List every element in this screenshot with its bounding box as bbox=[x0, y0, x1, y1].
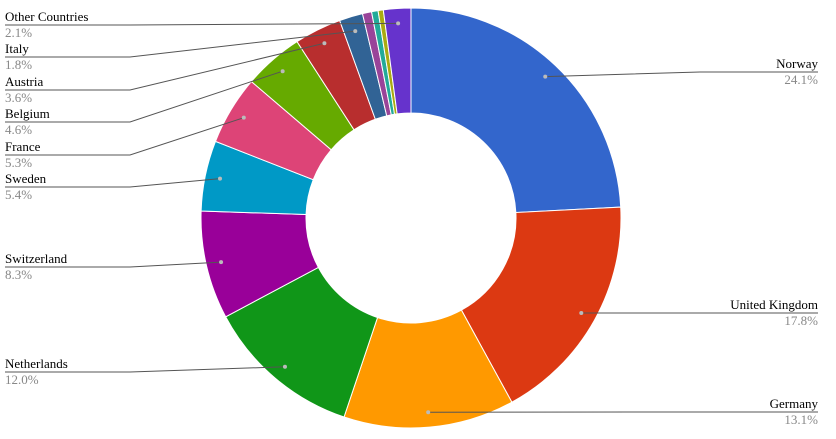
leader-line bbox=[5, 178, 221, 188]
leader-line bbox=[5, 42, 325, 91]
slice-value: 24.1% bbox=[784, 72, 818, 87]
slice-label: Norway bbox=[776, 56, 818, 71]
slice-value: 12.0% bbox=[5, 372, 39, 387]
slice-value: 4.6% bbox=[5, 122, 32, 137]
leader-dot bbox=[218, 176, 223, 181]
slice-value: 1.8% bbox=[5, 57, 32, 72]
slice-label: Austria bbox=[5, 74, 44, 89]
leader-dot bbox=[282, 364, 287, 369]
slice-value: 5.4% bbox=[5, 187, 32, 202]
slice bbox=[460, 206, 622, 403]
leader-dot bbox=[280, 69, 285, 74]
slice-label: Sweden bbox=[5, 171, 47, 186]
slice-value: 3.6% bbox=[5, 90, 32, 105]
slice-label: United Kingdom bbox=[730, 297, 818, 312]
slice-value: 2.1% bbox=[5, 25, 32, 40]
leader-line bbox=[5, 117, 244, 156]
slice-label: Netherlands bbox=[5, 356, 68, 371]
leader-dot bbox=[322, 41, 327, 46]
slice-label: France bbox=[5, 139, 41, 154]
slice-label: Other Countries bbox=[5, 9, 88, 24]
slice-label: Germany bbox=[770, 396, 819, 411]
leader-dot bbox=[396, 21, 401, 26]
leader-dot bbox=[241, 115, 246, 120]
slice-value: 13.1% bbox=[784, 412, 818, 427]
slice-value: 8.3% bbox=[5, 267, 32, 282]
leader-line bbox=[5, 30, 356, 58]
leader-line bbox=[5, 22, 399, 26]
slice-label: Italy bbox=[5, 41, 29, 56]
slice-value: 17.8% bbox=[784, 313, 818, 328]
slice-label: Switzerland bbox=[5, 251, 68, 266]
slice-value: 5.3% bbox=[5, 155, 32, 170]
leader-dot bbox=[426, 410, 431, 415]
leader-line bbox=[5, 261, 222, 268]
leader-line bbox=[545, 71, 818, 78]
leader-dot bbox=[543, 74, 548, 79]
leader-dot bbox=[219, 260, 224, 265]
leader-line bbox=[5, 70, 283, 123]
leader-dot bbox=[579, 311, 584, 316]
slice bbox=[382, 7, 412, 115]
leader-dot bbox=[353, 29, 358, 34]
slice-label: Belgium bbox=[5, 106, 50, 121]
slice bbox=[410, 7, 622, 214]
leader-line bbox=[5, 366, 285, 373]
